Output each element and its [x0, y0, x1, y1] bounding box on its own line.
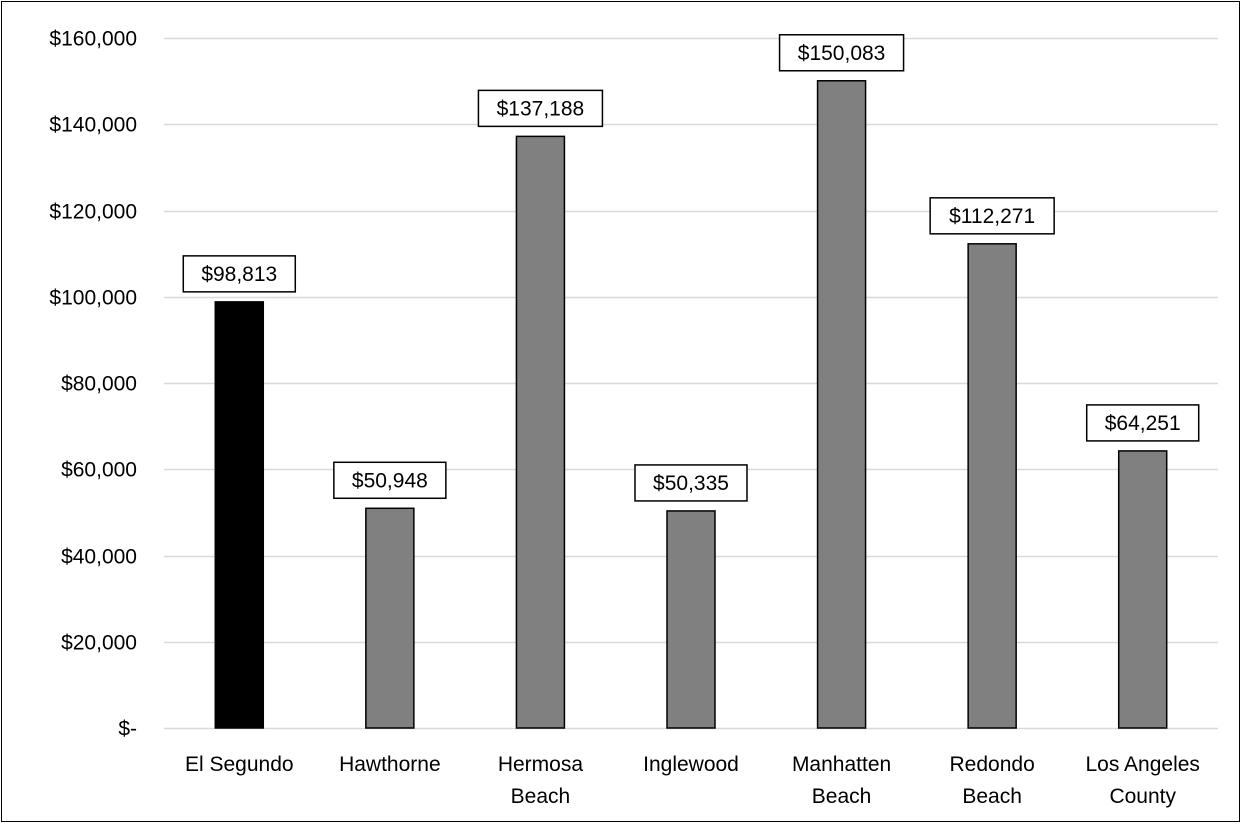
data-labels: $98,813 $50,948 $137,188 $50,335 $150,083 $11…: [182, 34, 1200, 502]
data-label-box: [333, 461, 447, 500]
category-label: Beach: [511, 785, 571, 808]
bar: [666, 510, 716, 729]
x-axis-category-labels: El Segundo Hawthorne Hermosa Beach Inglewood…: [185, 753, 1200, 808]
data-label: $98,813: [201, 263, 277, 286]
category-label: Redondo: [950, 753, 1035, 776]
bar: [816, 80, 867, 729]
bar: [515, 135, 566, 729]
y-tick-label: $60,000: [61, 459, 137, 482]
data-label-box: [182, 255, 297, 293]
data-label: $150,083: [798, 42, 886, 65]
y-tick-label: $160,000: [49, 28, 137, 51]
bar: [967, 243, 1017, 729]
data-label: $64,251: [1105, 412, 1181, 435]
category-label: Hawthorne: [339, 753, 441, 776]
y-tick-label: $40,000: [61, 546, 137, 569]
bar: [214, 301, 265, 729]
y-tick-label: $-: [118, 718, 137, 741]
y-tick-label: $120,000: [49, 201, 137, 224]
data-label: $50,948: [352, 469, 428, 492]
category-label: Beach: [812, 785, 872, 808]
data-label-box: [634, 464, 748, 502]
data-label-box: [929, 197, 1055, 235]
category-label: Manhatten: [792, 753, 891, 776]
y-tick-label: $80,000: [61, 373, 137, 396]
category-label: Beach: [962, 785, 1022, 808]
bar: [1117, 450, 1168, 729]
y-tick-label: $140,000: [49, 114, 137, 137]
y-tick-label: $100,000: [49, 287, 137, 310]
y-tick-label: $20,000: [61, 632, 137, 655]
data-label: $112,271: [949, 205, 1035, 228]
category-label: Hermosa: [498, 753, 584, 776]
category-label: Inglewood: [643, 753, 739, 776]
data-label-box: [477, 89, 604, 128]
category-label: County: [1109, 785, 1176, 808]
data-label: $137,188: [497, 97, 585, 120]
data-label: $50,335: [653, 472, 729, 495]
data-label-box: [1085, 404, 1200, 442]
bars: [214, 80, 1168, 729]
bar: [365, 507, 415, 729]
data-label-box: [778, 34, 905, 72]
category-label: El Segundo: [185, 753, 294, 776]
y-axis-tick-labels: $- $20,000 $40,000 $60,000 $80,000 $100,000 $1…: [49, 28, 137, 741]
category-label: Los Angeles: [1085, 753, 1199, 776]
